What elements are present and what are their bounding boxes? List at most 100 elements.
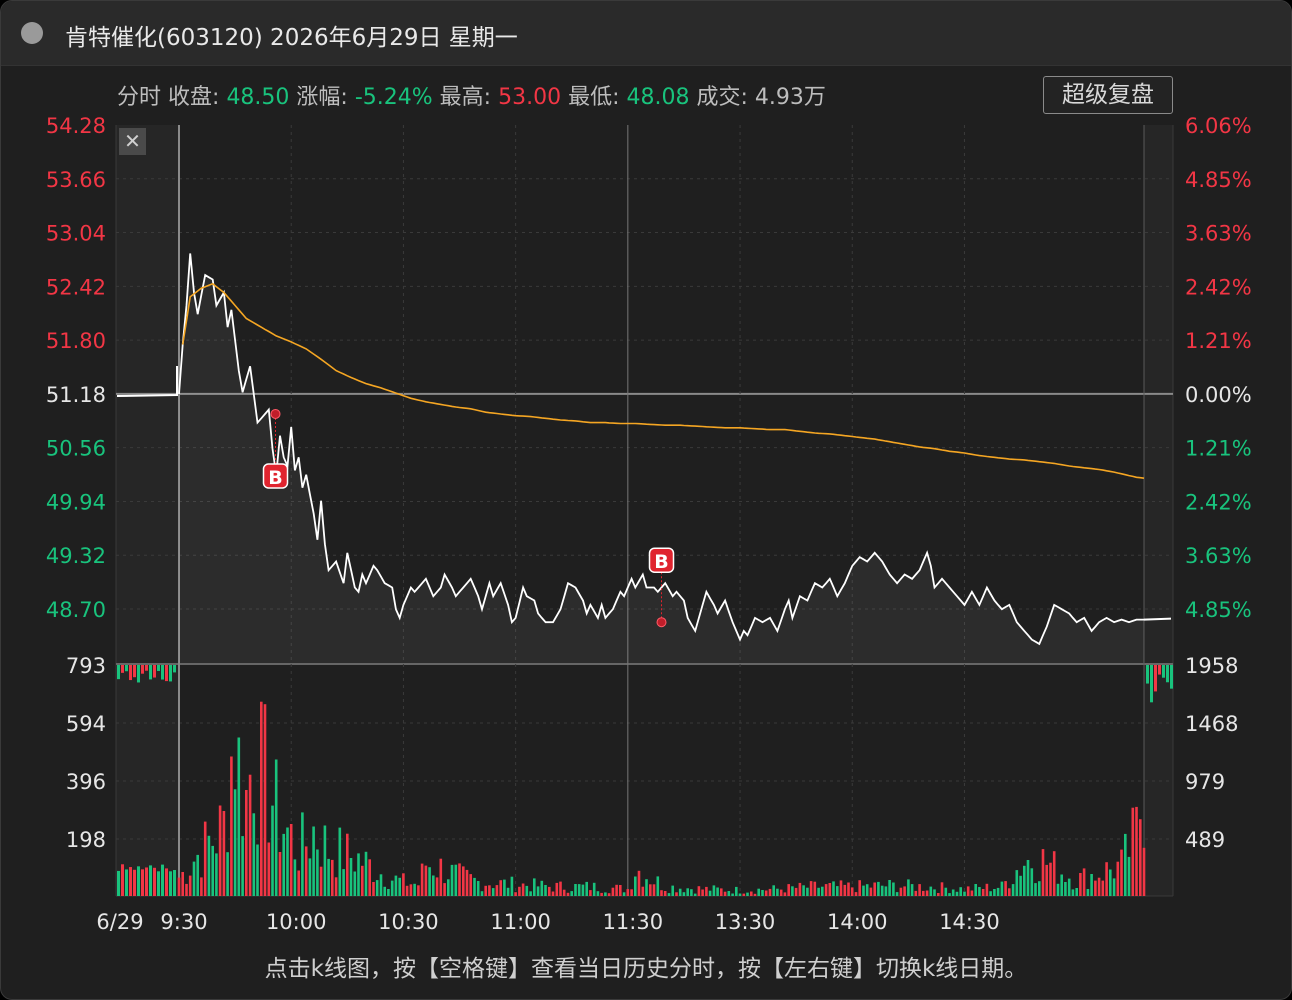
volume-bar bbox=[847, 882, 850, 896]
volume-bar bbox=[993, 889, 996, 896]
low-label: 最低: bbox=[568, 85, 620, 110]
volume-bar bbox=[353, 871, 357, 896]
volume-bar bbox=[865, 884, 869, 896]
volume-bar bbox=[622, 892, 626, 896]
volume-bar bbox=[914, 890, 918, 896]
volume-bar bbox=[1094, 880, 1097, 896]
percent-tick-label: 2.42% bbox=[1185, 275, 1252, 299]
volume-bar bbox=[727, 891, 731, 896]
volume-bar bbox=[731, 893, 734, 896]
volume-bar bbox=[211, 845, 214, 896]
time-tick-label: 14:00 bbox=[827, 910, 888, 934]
volume-bar bbox=[484, 885, 487, 896]
volume-bar bbox=[248, 774, 252, 896]
volume-bar bbox=[843, 884, 847, 896]
time-tick-label: 14:30 bbox=[939, 910, 1000, 934]
volume-bar bbox=[895, 892, 899, 896]
chart-axes: 54.28 6.06% 53.66 4.85% 53.04 3.63% 52.42 2.42%… bbox=[46, 114, 1252, 934]
premarket-volume-bar bbox=[165, 868, 168, 896]
volume-bar bbox=[562, 889, 566, 896]
premarket-volume-top bbox=[129, 665, 132, 681]
volume-bar bbox=[439, 858, 443, 896]
volume-bar bbox=[955, 891, 959, 896]
volume-bar bbox=[641, 886, 645, 896]
volume-bar bbox=[701, 889, 704, 896]
volume-bar bbox=[559, 881, 562, 896]
volume-bar bbox=[944, 887, 948, 896]
volume-bar bbox=[884, 886, 888, 896]
volume-bar bbox=[1023, 865, 1026, 896]
volume-bar bbox=[342, 869, 345, 896]
volume-bar bbox=[338, 827, 342, 896]
volume-bar bbox=[824, 884, 828, 896]
volume-bar bbox=[260, 701, 263, 896]
window-dot-icon[interactable] bbox=[21, 22, 43, 44]
volume-bar bbox=[289, 824, 293, 896]
volume-bar bbox=[200, 877, 203, 896]
price-tick-label: 49.32 bbox=[46, 544, 106, 568]
volume-bar bbox=[1112, 878, 1116, 896]
price-tick-label: 48.70 bbox=[46, 598, 106, 622]
volume-bar bbox=[177, 877, 181, 896]
price-tick-label: 50.56 bbox=[46, 437, 106, 461]
volume-bars bbox=[117, 665, 1173, 896]
volume-bar bbox=[1079, 873, 1082, 896]
volume-bar bbox=[697, 886, 701, 896]
premarket-volume-bar bbox=[169, 871, 172, 896]
volume-bar bbox=[708, 890, 712, 896]
volume-bar bbox=[476, 881, 480, 896]
volume-bar bbox=[510, 876, 514, 896]
volume-bar bbox=[663, 891, 667, 896]
premarket-volume-top bbox=[117, 665, 120, 680]
volume-bar bbox=[929, 886, 933, 896]
volume-bar bbox=[877, 881, 880, 896]
volume-bar bbox=[514, 892, 517, 896]
volume-bar bbox=[918, 884, 921, 896]
volume-bar bbox=[1097, 877, 1101, 896]
premarket-volume-top bbox=[165, 665, 168, 682]
volume-bar bbox=[757, 888, 760, 896]
volume-bar bbox=[368, 859, 371, 896]
percent-tick-label: 4.85% bbox=[1185, 168, 1252, 192]
volume-bar bbox=[469, 874, 472, 896]
close-icon[interactable]: ✕ bbox=[119, 128, 146, 155]
marker-dot bbox=[656, 617, 667, 628]
volume-bar bbox=[372, 882, 375, 896]
super-replay-button[interactable]: 超级复盘 bbox=[1043, 76, 1173, 114]
volume-bar bbox=[1135, 806, 1138, 896]
volume-bar bbox=[256, 844, 259, 896]
volume-bar bbox=[753, 893, 757, 896]
volume-bar bbox=[933, 889, 936, 896]
mode-label: 分时 bbox=[117, 85, 162, 110]
volume-bar bbox=[1075, 888, 1078, 896]
volume-bar bbox=[791, 886, 794, 896]
volume-bar bbox=[447, 879, 450, 896]
volume-right-tick-label: 979 bbox=[1185, 770, 1225, 794]
buy-marker-label: B bbox=[654, 551, 668, 573]
volume-bar bbox=[779, 889, 783, 896]
volume-bar bbox=[1139, 819, 1142, 896]
volume-bar bbox=[836, 886, 839, 896]
volume-bar bbox=[862, 885, 865, 896]
premarket-volume-bar bbox=[133, 869, 136, 896]
volume-bar bbox=[521, 883, 525, 896]
volume-bar bbox=[723, 891, 727, 896]
intraday-chart[interactable]: 54.28 6.06% 53.66 4.85% 53.04 3.63% 52.42 2.42%… bbox=[1, 1, 1291, 941]
volume-bar bbox=[215, 853, 218, 896]
volume-bar bbox=[533, 878, 536, 896]
premarket-volume-bar bbox=[153, 867, 156, 896]
volume-bar bbox=[230, 756, 233, 896]
volume-bar bbox=[465, 869, 469, 896]
volume-bar bbox=[577, 884, 581, 896]
volume-bar bbox=[192, 861, 196, 896]
volume-bar bbox=[278, 852, 282, 896]
time-tick-label: 11:30 bbox=[603, 910, 664, 934]
volume-bar bbox=[996, 887, 1000, 896]
volume-bar bbox=[899, 887, 903, 896]
volume-bar bbox=[1052, 851, 1056, 896]
volume-bar bbox=[619, 885, 622, 896]
volume-bar bbox=[1060, 874, 1063, 896]
premarket-volume-top bbox=[157, 665, 160, 671]
price-area bbox=[179, 253, 1144, 663]
volume-bar bbox=[548, 886, 551, 896]
